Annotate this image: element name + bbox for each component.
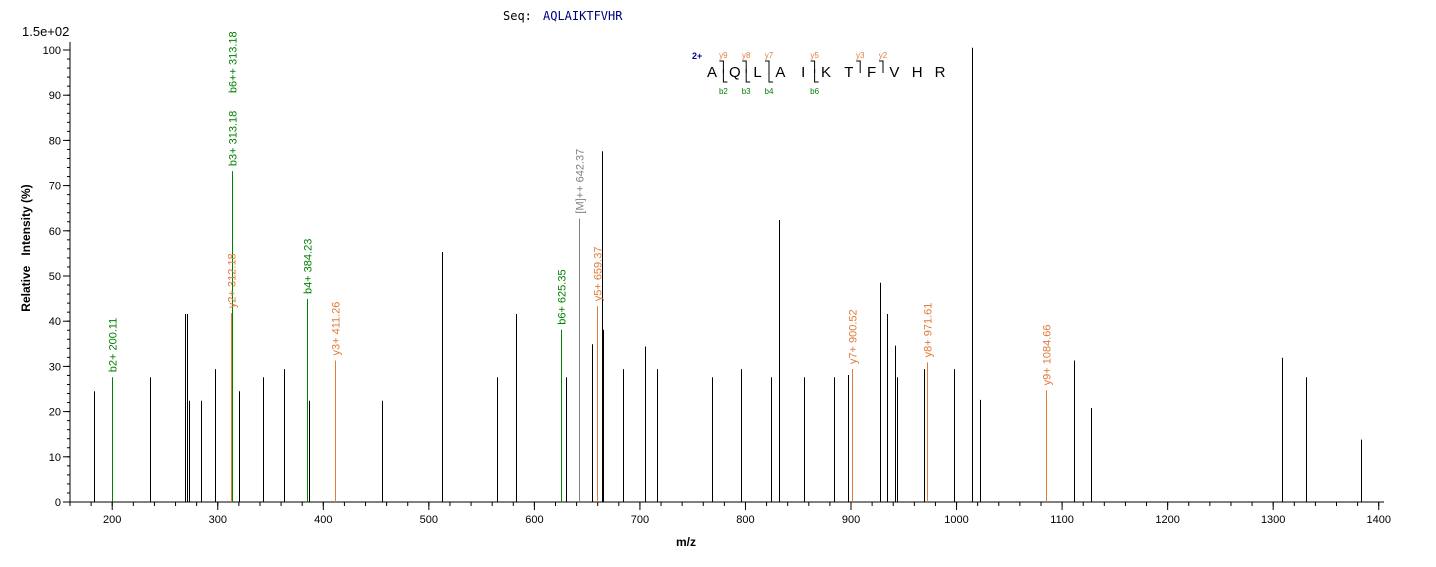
b-fragment-label: b3 (742, 87, 751, 96)
y-tick-label: 70 (49, 181, 61, 193)
scale-label: 1.5e+02 (22, 24, 69, 39)
x-tick-label: 200 (103, 514, 121, 526)
sequence-residue: H (912, 64, 923, 81)
seq-value: AQLAIKTFVHR (543, 9, 623, 23)
y-fragment-bracket (719, 60, 724, 73)
y-axis: 0 10 20 30 40 50 60 70 80 90 100 (43, 42, 71, 509)
x-tick-label: 600 (525, 514, 543, 526)
peak-label: y8+ 971.61 (923, 303, 935, 358)
sequence-residue: A (707, 64, 717, 81)
peak-label: y3+ 411.26 (331, 302, 343, 356)
peak-labels: b2+ 200.11 y2+ 312.18 b3+ 313.18 b6++ 313.1… (108, 31, 1054, 385)
x-tick-label: 1400 (1366, 514, 1390, 526)
peaks (94, 47, 1362, 502)
y-tick-label: 80 (49, 135, 61, 147)
sequence-residue: I (801, 64, 805, 81)
b-fragment-bracket (722, 69, 728, 83)
y-fragment-bracket (856, 60, 861, 73)
x-tick-label: 400 (314, 514, 332, 526)
y-tick-label: 20 (49, 407, 61, 419)
x-tick-label: 800 (736, 514, 754, 526)
y-fragment-label: y9 (719, 51, 728, 60)
x-tick-label: 1100 (1050, 514, 1074, 526)
y-fragment-bracket (879, 60, 884, 73)
x-axis-title: m/z (676, 535, 696, 549)
sequence-residue: K (821, 64, 831, 81)
sequence-residue: R (935, 64, 946, 81)
peak-label: b3+ 313.18 (228, 111, 240, 166)
x-tick-label: 500 (420, 514, 438, 526)
y-fragment-label: y3 (856, 51, 865, 60)
y-tick-label: 0 (55, 497, 61, 509)
peak-label: [M]++ 642.37 (575, 149, 587, 214)
seq-label: Seq: (503, 9, 532, 23)
charge-label: 2+ (692, 51, 702, 61)
y-fragment-label: y7 (765, 51, 774, 60)
y-tick-label: 60 (49, 226, 61, 238)
y-tick-label: 50 (49, 271, 61, 283)
b-fragment-bracket (768, 69, 773, 83)
y-fragment-bracket (810, 60, 816, 73)
y-axis-title: Relative Intensity (%) (19, 184, 33, 311)
y-tick-label: 90 (49, 90, 61, 102)
y-fragment-label: y5 (810, 51, 819, 60)
peak-label-secondary: b6++ 313.18 (228, 31, 240, 93)
sequence-residue: L (753, 64, 761, 81)
y-fragment-label: y8 (742, 51, 751, 60)
sequence-residue: Q (729, 64, 741, 81)
y-tick-label: 100 (43, 45, 61, 57)
peak-label: y5+ 659.37 (593, 247, 605, 302)
b-fragment-label: b4 (765, 87, 774, 96)
sequence-residue: A (775, 64, 785, 81)
y-fragment-label: y2 (879, 51, 888, 60)
y-tick-label: 30 (49, 361, 61, 373)
peak-label: y2+ 312.18 (227, 253, 239, 308)
x-tick-label: 900 (842, 514, 860, 526)
peak-label: b4+ 384.23 (303, 239, 315, 294)
y-fragment-bracket (765, 60, 770, 73)
x-axis: 200 300 400 500 600 700 800 900 1000 1100 1200 1300… (69, 501, 1391, 526)
b-fragment-bracket (814, 69, 819, 83)
peak-label: y7+ 900.52 (848, 309, 860, 364)
b-fragment-bracket (745, 69, 751, 83)
x-tick-label: 300 (209, 514, 227, 526)
x-tick-label: 1000 (944, 514, 968, 526)
x-tick-label: 1300 (1261, 514, 1285, 526)
sequence-residue: F (867, 64, 876, 81)
sequence-residue: V (889, 64, 899, 81)
x-tick-label: 700 (631, 514, 649, 526)
b-fragment-label: b2 (719, 87, 728, 96)
peak-label: b2+ 200.11 (108, 318, 120, 373)
y-fragment-bracket (742, 60, 747, 73)
sequence-residue: T (844, 64, 853, 81)
y-tick-label: 40 (49, 316, 61, 328)
b-fragment-label: b6 (810, 87, 819, 96)
y-tick-label: 10 (49, 452, 61, 464)
peak-label: y9+ 1084.66 (1042, 324, 1054, 385)
x-tick-label: 1200 (1155, 514, 1179, 526)
peak-label: b6+ 625.35 (557, 269, 569, 324)
